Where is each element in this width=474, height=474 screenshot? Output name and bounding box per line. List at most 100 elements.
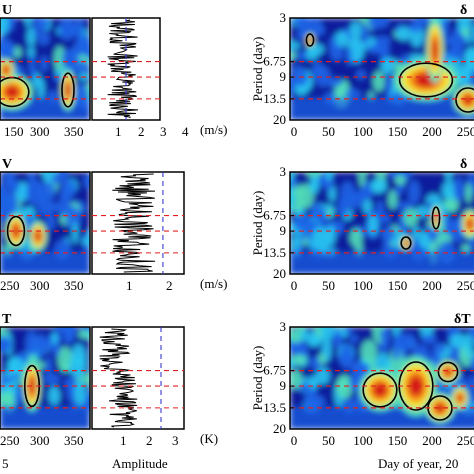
heatmap-cell <box>294 214 311 232</box>
panel-u-wavelet: U <box>0 3 91 121</box>
heatmap-hotspot <box>434 213 438 223</box>
spectrum-trace <box>112 173 156 273</box>
tick-label: 300 <box>30 433 50 448</box>
heatmap-cell <box>345 327 353 335</box>
heatmap-cell <box>320 327 334 342</box>
heatmap-cell <box>374 36 391 47</box>
heatmap-cell <box>315 366 331 385</box>
heatmap-cell <box>372 70 385 92</box>
heatmap-cell <box>421 334 433 345</box>
heatmap-cell <box>349 21 362 40</box>
period-tick-label: 9 <box>280 69 287 84</box>
heatmap-hotspot <box>444 368 452 376</box>
panel-dt-heatmap <box>290 327 474 429</box>
spectrum-unit: (m/s) <box>200 122 227 137</box>
tick-label: 3 <box>160 124 167 139</box>
heatmap-cell <box>355 69 367 80</box>
heatmap-cell <box>48 385 61 406</box>
significance-contour <box>6 215 26 247</box>
heatmap-cell <box>346 192 364 209</box>
heatmap-cell <box>292 185 305 197</box>
tick-label: 1 <box>126 278 133 293</box>
heatmap-cell <box>61 180 76 199</box>
heatmap-cell <box>62 48 79 70</box>
tick-label: 2 <box>146 433 153 448</box>
heatmap-cell <box>462 70 469 82</box>
panel-t-wavelet: T <box>0 312 91 430</box>
panel-dv-title: δ <box>460 157 467 172</box>
heatmap-cell <box>361 23 369 45</box>
heatmap-cell <box>291 73 300 83</box>
heatmap-band <box>0 406 90 429</box>
tick-label: 4 <box>182 124 189 139</box>
panel-v-wavelet: V <box>0 157 91 275</box>
heatmap-cell <box>408 180 421 204</box>
heatmap-cell <box>432 343 446 354</box>
heatmap-cell <box>418 230 430 248</box>
spectrum-unit: (K) <box>200 431 218 446</box>
heatmap-cell <box>83 173 90 189</box>
heatmap-cell <box>46 213 56 231</box>
heatmap-cell <box>27 46 35 58</box>
heatmap-cell <box>33 18 41 36</box>
heatmap-hotspot <box>435 403 445 413</box>
y-axis-label-dt: Period (day) <box>250 346 265 411</box>
period-tick-label: 3 <box>280 319 287 334</box>
heatmap-cell <box>380 57 394 75</box>
panel-du-heatmap <box>290 18 474 120</box>
heatmap-cell <box>9 356 18 376</box>
heatmap-cell <box>326 208 334 217</box>
heatmap-hotspot <box>467 219 473 229</box>
heatmap-cell <box>69 354 87 378</box>
heatmap-cell <box>396 26 411 41</box>
heatmap-cell <box>8 195 18 207</box>
day-tick-label: 250 <box>457 278 474 293</box>
heatmap-hotspot <box>404 240 408 246</box>
heatmap-cell <box>325 77 343 87</box>
tick-label: 1 <box>120 433 127 448</box>
significance-contour <box>437 361 459 383</box>
heatmap-cell <box>39 55 49 72</box>
heatmap-cell <box>449 333 468 349</box>
heatmap-band <box>290 97 474 120</box>
period-tick-label: 3 <box>280 164 287 179</box>
tick-label: 2 <box>138 124 145 139</box>
heatmap-cell <box>298 382 311 393</box>
heatmap-cell <box>463 46 474 73</box>
heatmap-cell <box>12 46 22 58</box>
heatmap-cell <box>394 174 406 186</box>
period-tick-label: 6.75 <box>263 54 286 69</box>
day-tick-label: 150 <box>388 278 408 293</box>
heatmap-cell <box>65 207 82 229</box>
day-tick-label: 250 <box>457 124 474 139</box>
panel-du-wavelet: δ <box>289 3 474 121</box>
heatmap-cell <box>291 354 307 365</box>
heatmap-cell <box>290 41 301 51</box>
period-tick-label: 9 <box>280 223 287 238</box>
tick-label: 300 <box>30 278 50 293</box>
tick-label: 300 <box>30 124 50 139</box>
heatmap-cell <box>37 78 45 101</box>
heatmap-cell <box>392 336 401 361</box>
panel-v-spectrum-ticks: 1 2 (m/s) <box>126 276 227 293</box>
heatmap-cell <box>337 198 349 216</box>
significance-contour <box>362 372 398 408</box>
panel-t-spectrum-ticks: 1 2 3 (K) Amplitude <box>112 431 218 471</box>
heatmap-cell <box>405 337 417 350</box>
tick-label: 250 <box>0 278 20 293</box>
heatmap-cell <box>297 327 305 333</box>
x-axis-label-day-of-year: Day of year, 20 <box>378 456 458 471</box>
spectrum-trace <box>107 19 139 119</box>
heatmap-hotspot <box>5 86 19 98</box>
heatmap-hotspot <box>35 231 41 241</box>
heatmap-cell <box>0 18 9 36</box>
day-tick-label: 50 <box>322 124 335 139</box>
heatmap-cell <box>305 47 319 61</box>
heatmap-hotspot <box>65 83 71 97</box>
panel-dv-heatmap <box>290 172 474 274</box>
significance-contour <box>61 72 75 108</box>
heatmap-cell <box>290 51 297 60</box>
heatmap-cell <box>445 172 452 183</box>
period-tick-label: 6.75 <box>263 208 286 223</box>
panel-u-title: U <box>2 3 12 18</box>
